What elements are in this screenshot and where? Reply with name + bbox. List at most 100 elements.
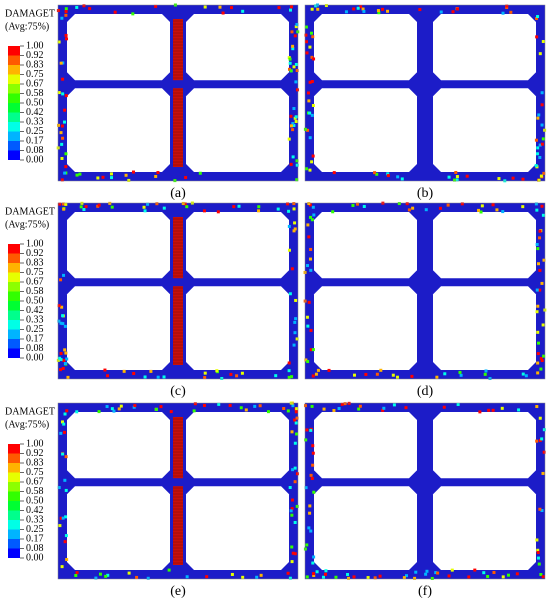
opening: [67, 88, 170, 172]
legend-tick-label: 0.58: [26, 486, 44, 497]
legend-tick-label: 0.67: [26, 476, 44, 487]
damage-speck: [311, 444, 315, 448]
legend-tick-label: 0.17: [26, 135, 44, 146]
damage-speck: [198, 171, 202, 175]
damage-speck: [290, 375, 294, 379]
opening: [186, 286, 289, 370]
legend-swatch: [8, 539, 20, 549]
damage-speck: [517, 408, 521, 412]
damage-speck: [308, 203, 312, 207]
damage-speck: [362, 9, 366, 13]
damage-speck: [306, 324, 310, 328]
damage-speck: [65, 409, 69, 413]
damage-speck: [347, 401, 351, 405]
damage-speck: [418, 8, 422, 12]
damage-speck: [97, 203, 101, 207]
damage-speck: [64, 13, 68, 17]
damage-speck: [309, 247, 313, 251]
legend-tick-label: 1.00: [26, 438, 44, 449]
damage-speck: [543, 128, 547, 132]
damage-speck: [447, 574, 451, 578]
damage-speck: [375, 372, 379, 376]
damage-speck: [538, 155, 542, 159]
damage-speck: [295, 178, 299, 182]
damage-speck: [293, 441, 297, 445]
damage-speck: [132, 405, 136, 409]
damage-speck: [538, 416, 542, 420]
damage-speck: [257, 205, 261, 209]
damage-speck: [405, 202, 409, 206]
damage-speck: [294, 317, 298, 321]
damage-speck: [540, 91, 544, 95]
damage-speck: [63, 324, 67, 328]
damage-speck: [290, 507, 294, 511]
damage-speck: [535, 35, 539, 39]
damage-speck: [537, 562, 541, 566]
damage-speck: [332, 171, 336, 175]
damage-speck: [74, 574, 78, 578]
damage-speck: [295, 432, 299, 436]
damage-speck: [352, 373, 356, 377]
damage-speck: [305, 315, 309, 319]
legend-tick-label: 0.58: [26, 88, 44, 99]
panel: [56, 3, 300, 183]
legend-swatch: [8, 291, 20, 301]
opening: [314, 486, 417, 570]
damage-speck: [61, 366, 65, 370]
opening: [314, 88, 417, 172]
damage-speck: [467, 575, 471, 579]
damage-speck: [323, 572, 327, 576]
legend-tick-label: 0.75: [26, 69, 44, 80]
damage-speck: [288, 8, 292, 12]
damage-speck: [62, 273, 66, 277]
damage-speck: [424, 572, 428, 576]
damage-speck: [156, 171, 160, 175]
legend-tick-label: 0.67: [26, 78, 44, 89]
damage-speck: [296, 88, 300, 92]
damage-speck: [539, 573, 543, 577]
opening: [433, 212, 536, 279]
legend-swatch: [8, 55, 20, 65]
damage-speck: [294, 62, 298, 66]
damage-speck: [289, 509, 293, 513]
damage-speck: [220, 376, 224, 380]
opening: [433, 88, 536, 172]
legend-tick-label: 0.17: [26, 333, 44, 344]
damage-speck: [391, 373, 395, 377]
damage-speck: [343, 402, 347, 406]
damage-speck: [162, 206, 166, 210]
damage-speck: [453, 178, 457, 182]
damage-speck: [286, 202, 290, 206]
damage-speck: [293, 552, 297, 556]
damage-speck: [241, 9, 245, 13]
panel-label: (c): [170, 384, 186, 399]
damage-speck: [239, 406, 243, 410]
damage-speck: [142, 205, 146, 209]
damage-speck: [64, 165, 68, 169]
damage-speck: [288, 292, 292, 296]
damage-speck: [132, 372, 136, 376]
damage-speck: [143, 209, 147, 213]
damage-speck: [473, 568, 477, 572]
damage-speck: [306, 91, 310, 95]
damage-speck: [259, 573, 263, 577]
damage-speck: [314, 372, 318, 376]
damage-speck: [290, 430, 294, 434]
legend-tick-label: 0.42: [26, 505, 44, 516]
damage-speck: [534, 138, 538, 142]
damage-speck: [515, 572, 519, 576]
damage-speck: [154, 407, 158, 411]
damage-speck: [357, 407, 361, 411]
legend-tick-label: 1.00: [26, 40, 44, 51]
damage-speck: [305, 428, 309, 432]
damage-speck: [381, 7, 385, 11]
damage-speck: [535, 17, 539, 21]
damage-speck: [105, 405, 109, 409]
opening: [433, 14, 536, 81]
damage-speck: [62, 207, 66, 211]
damage-speck: [536, 116, 540, 120]
damage-speck: [282, 407, 286, 411]
damage-speck: [446, 203, 450, 207]
damage-speck: [436, 571, 440, 575]
damage-speck: [192, 409, 196, 413]
